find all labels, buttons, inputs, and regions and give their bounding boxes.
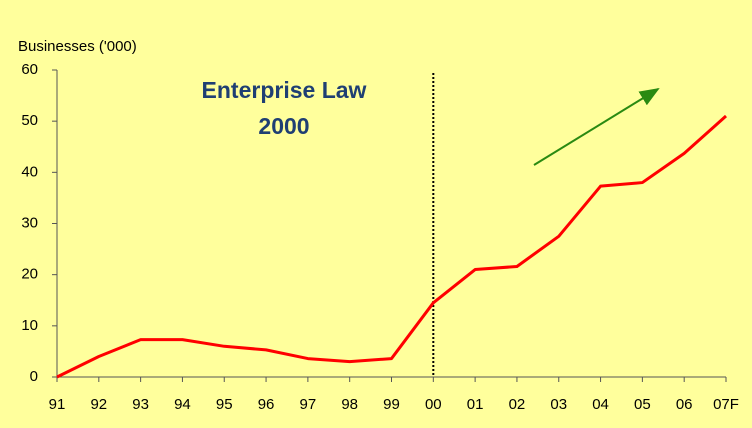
line xyxy=(56,114,727,379)
x-tick-label: 03 xyxy=(550,396,567,413)
x-tick-label: 93 xyxy=(132,396,149,413)
annotation: Enterprise Law xyxy=(202,77,367,103)
x-tick-label: 05 xyxy=(634,396,651,413)
x-tick-label: 04 xyxy=(592,396,609,413)
annotation: 2000 xyxy=(258,113,309,139)
x-tick-label: 99 xyxy=(383,396,400,413)
y-tick-label: 30 xyxy=(21,214,38,231)
y-tick-label: 40 xyxy=(21,163,38,180)
x-tick-label: 98 xyxy=(341,396,358,413)
x-tick-label: 02 xyxy=(509,396,526,413)
x-tick-label: 06 xyxy=(676,396,693,413)
y-axis-label: Businesses ('000) xyxy=(18,38,137,55)
y-tick-label: 60 xyxy=(21,61,38,78)
y-tick-label: 0 xyxy=(30,368,38,385)
x-tick-label: 91 xyxy=(49,396,66,413)
x-tick-label: 00 xyxy=(425,396,442,413)
x-tick-label: 92 xyxy=(90,396,107,413)
x-tick-label: 07F xyxy=(713,396,739,413)
x-tick-label: 96 xyxy=(258,396,275,413)
x-tick-label: 95 xyxy=(216,396,233,413)
y-tick-label: 50 xyxy=(21,112,38,129)
trend-arrow xyxy=(533,87,660,166)
x-tick-label: 97 xyxy=(300,396,317,413)
y-tick-label: 10 xyxy=(21,317,38,334)
x-tick-label: 94 xyxy=(174,396,191,413)
x-tick-label: 01 xyxy=(467,396,484,413)
y-tick-label: 20 xyxy=(21,266,38,283)
